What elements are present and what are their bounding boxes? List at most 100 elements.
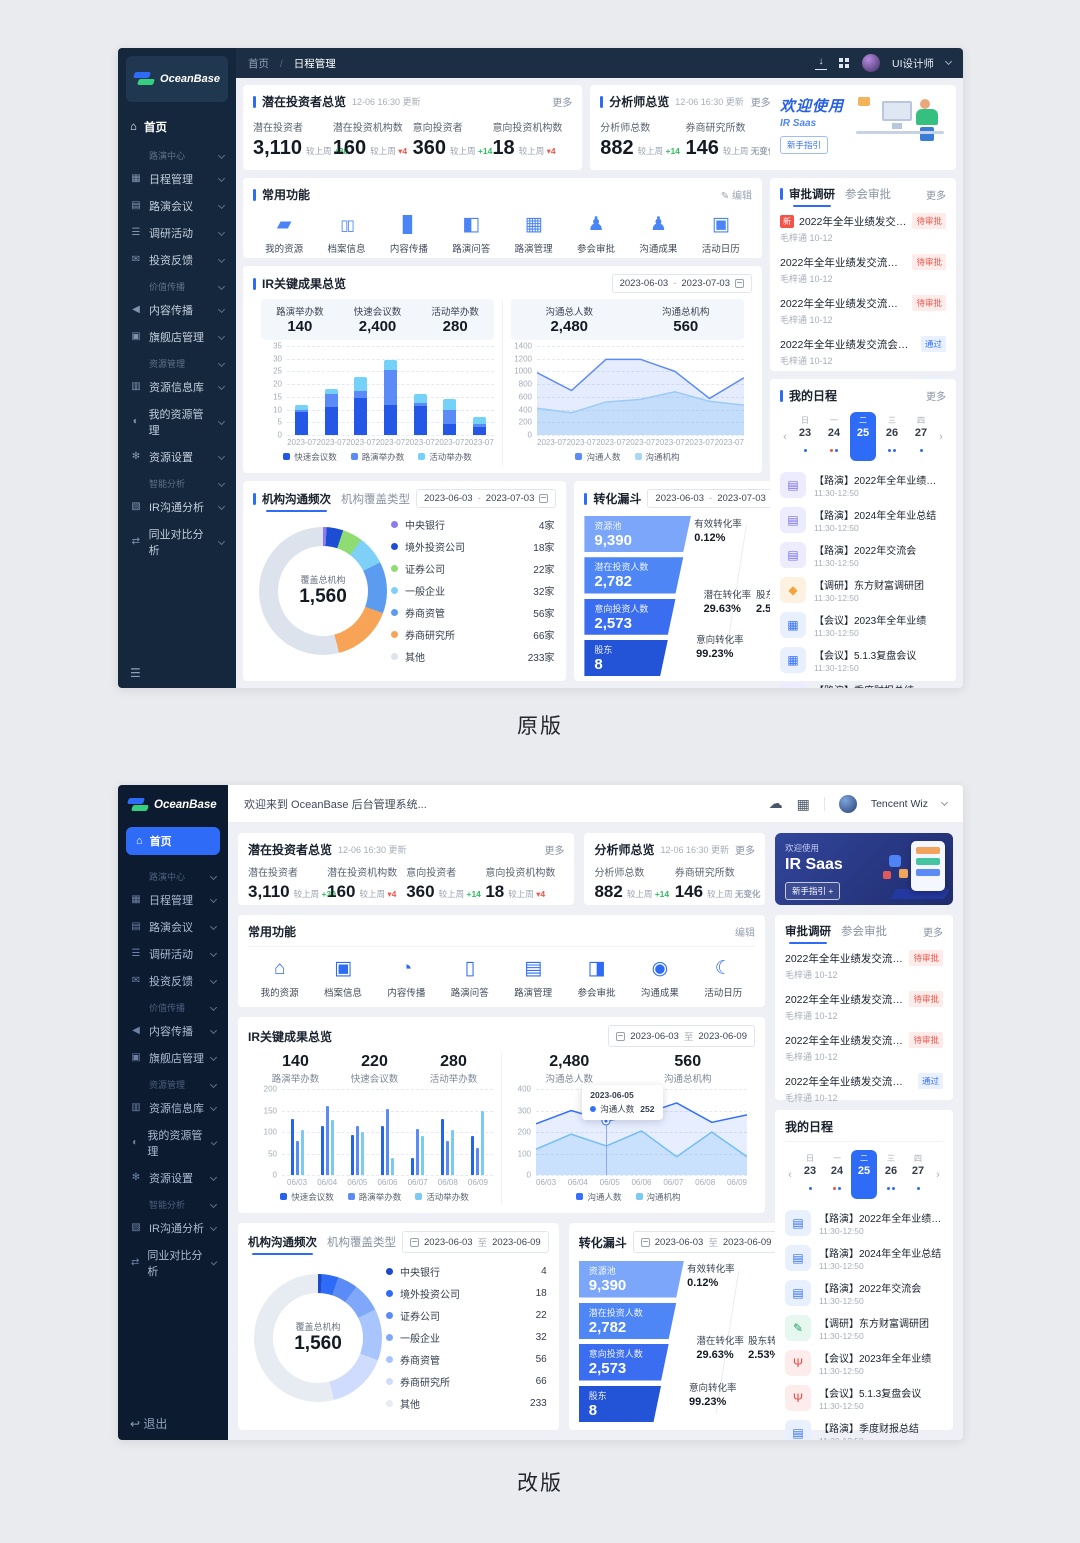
sidebar-item[interactable]: 资源信息库 (118, 373, 236, 400)
sidebar-item[interactable]: 旗舰店管理 (118, 1044, 228, 1071)
sidebar-item[interactable]: 同业对比分析 (118, 520, 236, 563)
approval-item[interactable]: 2022年全年业绩发交流会绩发... 通过 毛梓通 10-12 (785, 1068, 943, 1109)
sidebar-item[interactable]: 同业对比分析 (118, 1241, 228, 1284)
approval-item[interactable]: 新 2022年全年业绩发交流会绩... 待审批 毛梓通 10-12 (780, 208, 946, 249)
schedule-item[interactable]: 【路演】季度财报总结 11:30-12:50 (780, 677, 946, 688)
sidebar-item[interactable]: 调研活动 (118, 219, 236, 246)
more-link[interactable]: 更多 (926, 392, 946, 403)
sidebar-item[interactable]: 路演中心 (118, 142, 236, 165)
sidebar-item[interactable]: 价值传播 (118, 273, 236, 296)
sidebar-item[interactable]: 资源设置 (118, 443, 236, 470)
collapse-sidebar-icon[interactable]: ☰ (130, 666, 141, 680)
beginner-guide-button[interactable]: 新手指引 (780, 136, 829, 154)
tab-meeting-approval[interactable]: 参会审批 (841, 926, 887, 938)
sidebar-item[interactable]: 我的资源管理 (118, 1121, 228, 1164)
calendar-day[interactable]: 二 25 (850, 412, 876, 461)
calendar-day[interactable]: 二 25 (851, 1150, 877, 1199)
sidebar-item[interactable]: 资源管理 (118, 350, 236, 373)
approval-item[interactable]: 2022年全年业绩发交流会绩发... 待审批 毛梓通 10-12 (785, 986, 943, 1027)
tab-approval-survey[interactable]: 审批调研 (789, 186, 835, 207)
tab-comm-frequency[interactable]: 机构沟通频次 (262, 491, 331, 512)
calendar-prev-icon[interactable]: ‹ (783, 430, 787, 443)
more-link[interactable]: 更多 (750, 98, 771, 109)
quick-function[interactable]: 路演问答 (440, 213, 502, 255)
sidebar-item[interactable]: 内容传播 (118, 1017, 228, 1044)
schedule-item[interactable]: 【会议】5.1.3复盘会议 11:30-12:50 (780, 642, 946, 677)
calendar-prev-icon[interactable]: ‹ (788, 1168, 792, 1181)
schedule-item[interactable]: 【调研】东方财富调研团 11:30-12:50 (785, 1310, 943, 1345)
approval-item[interactable]: 2022年全年业绩发交流会绩发 待审批 毛梓通 10-12 (780, 249, 946, 290)
chevron-down-icon[interactable] (940, 798, 949, 806)
date-range-picker[interactable]: 2023-06-03 至 2023-06-09 (632, 1231, 780, 1253)
calendar-day[interactable]: 四 27 (905, 1150, 931, 1199)
sidebar-item[interactable]: 日程管理 (118, 165, 236, 192)
quick-function[interactable]: 我的资源 (253, 213, 315, 255)
schedule-item[interactable]: 【会议】2023年全年业绩 11:30-12:50 (785, 1345, 943, 1380)
qr-code-icon[interactable]: ▦ (796, 795, 810, 812)
sidebar-item[interactable]: 路演中心 (118, 863, 228, 886)
sidebar-item[interactable]: 智能分析 (118, 1191, 228, 1214)
quick-function[interactable]: 沟通成果 (627, 213, 689, 255)
edit-link[interactable]: ✎ 编辑 (720, 191, 752, 202)
sidebar-item[interactable]: 内容传播 (118, 296, 236, 323)
logo[interactable]: OceanBase (118, 785, 228, 823)
tab-coverage-type[interactable]: 机构覆盖类型 (327, 1237, 396, 1249)
breadcrumb-home[interactable]: 首页 (248, 57, 269, 70)
date-range-picker[interactable]: 2023-06-03 - 2023-07-03 (416, 489, 557, 508)
quick-function[interactable]: 沟通成果 (628, 957, 691, 999)
sidebar-item[interactable]: 旗舰店管理 (118, 323, 236, 350)
user-name[interactable]: Tencent Wiz (870, 797, 928, 810)
calendar-day[interactable]: 一 24 (821, 412, 847, 461)
avatar[interactable] (838, 794, 857, 813)
tab-meeting-approval[interactable]: 参会审批 (845, 189, 891, 201)
beginner-guide-button[interactable]: 新手指引 + (785, 882, 841, 900)
apps-grid-icon[interactable] (839, 57, 850, 69)
sidebar-item[interactable]: 价值传播 (118, 994, 228, 1017)
sidebar-item[interactable]: 路演会议 (118, 913, 228, 940)
quick-function[interactable]: 路演管理 (502, 957, 565, 999)
sidebar-item[interactable]: 调研活动 (118, 940, 228, 967)
sidebar-item[interactable]: 投资反馈 (118, 967, 228, 994)
quick-function[interactable]: 我的资源 (248, 957, 311, 999)
approval-item[interactable]: 2022年全年业绩发交流会绩发 待审批 毛梓通 10-12 (780, 290, 946, 331)
sidebar-item[interactable]: 日程管理 (118, 886, 228, 913)
quick-function[interactable]: 路演管理 (503, 213, 565, 255)
schedule-item[interactable]: 【路演】季度财报总结 11:30-12:50 (785, 1415, 943, 1440)
sidebar-item[interactable]: 我的资源管理 (118, 400, 236, 443)
sidebar-item-home[interactable]: 首页 (126, 827, 220, 855)
chevron-down-icon[interactable] (944, 57, 953, 66)
sidebar-item[interactable]: IR沟通分析 (118, 493, 236, 520)
more-link[interactable]: 更多 (923, 927, 943, 939)
tab-comm-frequency[interactable]: 机构沟通频次 (248, 1234, 317, 1255)
approval-item[interactable]: 2022年全年业绩发交流会绩发... 待审批 毛梓通 10-12 (785, 945, 943, 986)
more-link[interactable]: 更多 (926, 190, 946, 202)
tab-coverage-type[interactable]: 机构覆盖类型 (341, 493, 410, 506)
quick-function[interactable]: 参会审批 (565, 957, 628, 999)
user-name[interactable]: UI设计师 (892, 57, 934, 70)
quick-function[interactable]: 内容传播 (378, 213, 440, 255)
date-range-picker[interactable]: 2023-06-03 - 2023-07-03 (647, 489, 788, 508)
schedule-item[interactable]: 【路演】2024年全年业总结 11:30-12:50 (780, 502, 946, 537)
date-range-picker[interactable]: 2023-06-03 至 2023-06-09 (402, 1231, 549, 1253)
logout-button[interactable]: ↩ 退出 (130, 1417, 168, 1431)
sidebar-item[interactable]: 投资反馈 (118, 246, 236, 273)
schedule-item[interactable]: 【调研】东方财富调研团 11:30-12:50 (780, 572, 946, 607)
quick-function[interactable]: 档案信息 (311, 957, 374, 999)
more-link[interactable]: 更多 (552, 98, 573, 109)
quick-function[interactable]: 路演问答 (438, 957, 501, 999)
approval-item[interactable]: 2022年全年业绩发交流会绩发 通过 毛梓通 10-12 (780, 331, 946, 372)
calendar-next-icon[interactable]: › (939, 430, 943, 443)
schedule-item[interactable]: 【会议】2023年全年业绩 11:30-12:50 (780, 607, 946, 642)
schedule-item[interactable]: 【会议】5.1.3复盘会议 11:30-12:50 (785, 1380, 943, 1415)
date-range-picker[interactable]: 2023-06-03 - 2023-07-03 (611, 274, 752, 293)
calendar-day[interactable]: 一 24 (824, 1150, 850, 1199)
schedule-item[interactable]: 【路演】2022年交流会 11:30-12:50 (780, 537, 946, 572)
schedule-item[interactable]: 【路演】2024年全年业总结 11:30-12:50 (785, 1240, 943, 1275)
breadcrumb-current[interactable]: 日程管理 (293, 57, 336, 70)
more-link[interactable]: 更多 (544, 846, 565, 857)
quick-function[interactable]: 内容传播 (375, 957, 438, 999)
schedule-item[interactable]: 【路演】2022年交流会 11:30-12:50 (785, 1275, 943, 1310)
quick-function[interactable]: 档案信息 (315, 213, 377, 255)
sidebar-item[interactable]: 智能分析 (118, 470, 236, 493)
calendar-next-icon[interactable]: › (936, 1168, 940, 1181)
